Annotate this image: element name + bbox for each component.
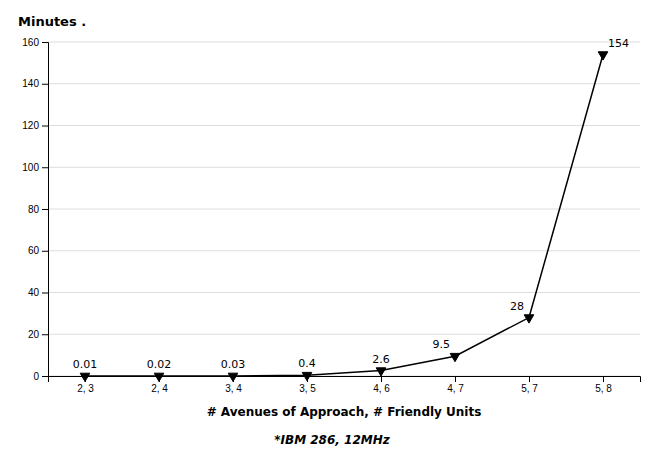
marker bbox=[376, 368, 386, 376]
x-axis: 2, 3 2, 4 3, 4 3, 5 4, 6 4, 7 5, 7 5, 8 bbox=[49, 376, 641, 394]
tick-label: 0 bbox=[33, 371, 39, 382]
data-label: 154 bbox=[608, 37, 629, 50]
tick-label: 160 bbox=[22, 37, 39, 48]
grid-line bbox=[48, 292, 640, 293]
tick-label: 2, 3 bbox=[77, 383, 94, 394]
tick-label: 3, 4 bbox=[225, 383, 242, 394]
plot: 0 20 40 60 80 100 120 140 160 2, 3 2, 4 3, 4 3, 5 4, … bbox=[22, 37, 640, 395]
line bbox=[85, 55, 603, 376]
tick-mark bbox=[42, 126, 48, 127]
tick-mark bbox=[42, 209, 48, 210]
tick: 100 bbox=[22, 162, 48, 173]
marker bbox=[302, 372, 312, 380]
data-label: 28 bbox=[510, 300, 524, 313]
data-label: 9.5 bbox=[433, 338, 451, 351]
data-label: 0.4 bbox=[298, 357, 316, 370]
marker bbox=[598, 52, 608, 60]
tick-label: 5, 8 bbox=[595, 383, 612, 394]
y-axis: 0 20 40 60 80 100 120 140 160 bbox=[22, 37, 48, 382]
tick-mark bbox=[529, 376, 530, 382]
tick: 80 bbox=[28, 204, 48, 215]
marker bbox=[80, 373, 90, 381]
tick-label: 5, 7 bbox=[521, 383, 538, 394]
axis-line bbox=[49, 377, 641, 383]
subtitle: *IBM 286, 12MHz bbox=[274, 433, 390, 447]
tick-label: 140 bbox=[22, 78, 39, 89]
grid-line bbox=[48, 250, 640, 251]
tick-label: 4, 6 bbox=[373, 383, 390, 394]
data-label: 2.6 bbox=[372, 353, 390, 366]
tick-mark bbox=[455, 376, 456, 382]
tick-mark bbox=[42, 251, 48, 252]
tick-mark bbox=[42, 293, 48, 294]
tick-mark bbox=[381, 376, 382, 382]
grid-line bbox=[48, 42, 640, 43]
tick-mark bbox=[603, 376, 604, 382]
tick-mark bbox=[42, 334, 48, 335]
marker bbox=[228, 373, 238, 381]
tick-mark bbox=[42, 42, 48, 43]
tick-label: 2, 4 bbox=[151, 383, 168, 394]
tick-label: 3, 5 bbox=[299, 383, 316, 394]
x-axis-title: # Avenues of Approach, # Friendly Units bbox=[207, 405, 482, 419]
tick-mark bbox=[42, 167, 48, 168]
grid-line bbox=[48, 334, 640, 335]
marker bbox=[450, 353, 460, 361]
tick: 4, 7 bbox=[447, 376, 464, 394]
series bbox=[80, 52, 608, 382]
tick: 5, 7 bbox=[521, 376, 538, 394]
grid-line bbox=[48, 83, 640, 84]
tick-mark bbox=[42, 376, 48, 377]
marker bbox=[154, 373, 164, 381]
tick: 40 bbox=[28, 287, 48, 298]
tick-label: 100 bbox=[22, 162, 39, 173]
tick-label: 20 bbox=[28, 329, 40, 340]
grid-line bbox=[48, 167, 640, 168]
tick: 4, 6 bbox=[373, 376, 390, 394]
tick: 160 bbox=[22, 37, 48, 48]
tick: 60 bbox=[28, 245, 48, 256]
y-axis-title: Minutes . bbox=[18, 14, 86, 29]
data-label: 0.02 bbox=[147, 358, 172, 371]
data-label: 0.03 bbox=[221, 358, 246, 371]
data-label: 0.01 bbox=[73, 358, 98, 371]
tick: 140 bbox=[22, 78, 48, 89]
chart: 0 20 40 60 80 100 120 140 160 2, 3 2, 4 3, 4 3, 5 4, … bbox=[0, 0, 664, 454]
tick-label: 60 bbox=[28, 245, 40, 256]
grid bbox=[48, 42, 640, 376]
tick: 0 bbox=[33, 371, 48, 382]
tick-label: 4, 7 bbox=[447, 383, 464, 394]
tick-label: 120 bbox=[22, 120, 39, 131]
tick-label: 80 bbox=[28, 204, 40, 215]
grid-line bbox=[48, 125, 640, 126]
tick-label: 40 bbox=[28, 287, 40, 298]
tick-mark bbox=[42, 84, 48, 85]
axis-line bbox=[42, 43, 49, 377]
data-labels: 0.01 0.02 0.03 0.4 2.6 9.5 28 154 bbox=[73, 37, 629, 371]
tick: 5, 8 bbox=[595, 376, 612, 394]
tick: 120 bbox=[22, 120, 48, 131]
marker bbox=[524, 315, 534, 323]
tick: 20 bbox=[28, 329, 48, 340]
grid-line bbox=[48, 209, 640, 210]
